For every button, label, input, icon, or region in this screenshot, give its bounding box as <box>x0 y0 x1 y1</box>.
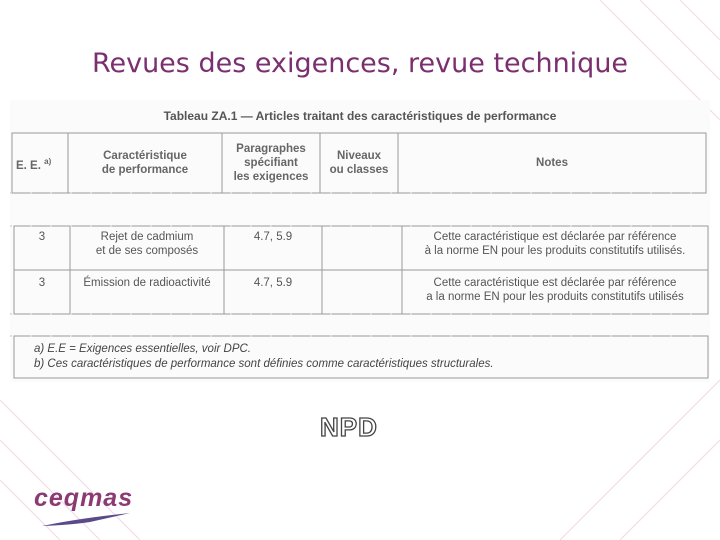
table-grid <box>10 132 710 379</box>
header-line: les exigences <box>233 171 309 183</box>
table-cell: 4.7, 5.9 <box>253 277 293 289</box>
table-image: Tableau ZA.1 — Articles traitant des car… <box>10 100 710 382</box>
header-cell: Notes <box>398 156 706 170</box>
header-cell: E. E. a) <box>16 155 51 173</box>
table-cell: Rejet de cadmium et de ses composés <box>70 230 224 258</box>
cell-line: Cette caractéristique est déclarée par r… <box>433 277 677 289</box>
cell-line: et de ses composés <box>95 245 199 257</box>
slide-title: Revues des exigences, revue technique <box>91 48 629 79</box>
logo-text: ceqmas <box>34 484 134 512</box>
footnote: b) Ces caractéristiques de performance s… <box>34 358 494 370</box>
header-cell: Caractéristique de performance <box>68 149 222 177</box>
cell-line: Cette caractéristique est déclarée par r… <box>433 231 677 243</box>
table-caption: Tableau ZA.1 — Articles traitant des car… <box>163 109 557 123</box>
header-note: a) <box>44 157 52 166</box>
header-line: Notes <box>536 157 568 169</box>
footnote: a) E.E = Exigences essentielles, voir DP… <box>34 343 251 355</box>
table-cell: 3 <box>38 231 46 243</box>
header-line: de performance <box>101 164 189 176</box>
header-text: E. E. <box>16 159 41 172</box>
header-cell: Paragraphes spécifiant les exigences <box>222 142 320 184</box>
table-cell: Émission de radioactivité <box>70 276 224 290</box>
header-line: Caractéristique <box>103 150 187 162</box>
table-cell: Cette caractéristique est déclarée par r… <box>402 230 708 258</box>
cell-line: à la norme EN pour les produits constitu… <box>424 245 686 257</box>
header-line: Paragraphes <box>236 143 306 155</box>
cell-line: Émission de radioactivité <box>83 277 211 289</box>
table-cell: 3 <box>38 277 46 289</box>
header-line: ou classes <box>329 164 389 176</box>
table-cell: Cette caractéristique est déclarée par r… <box>402 276 708 304</box>
table-cell: 4.7, 5.9 <box>253 231 293 243</box>
logo-swoosh <box>42 513 130 526</box>
header-line: Niveaux <box>336 150 382 162</box>
cell-line: Rejet de cadmium <box>100 231 194 243</box>
header-line: spécifiant <box>244 157 298 169</box>
cell-line: a la norme EN pour les produits constitu… <box>426 291 684 303</box>
header-cell: Niveaux ou classes <box>320 149 398 177</box>
stamp: NPD <box>319 411 378 442</box>
